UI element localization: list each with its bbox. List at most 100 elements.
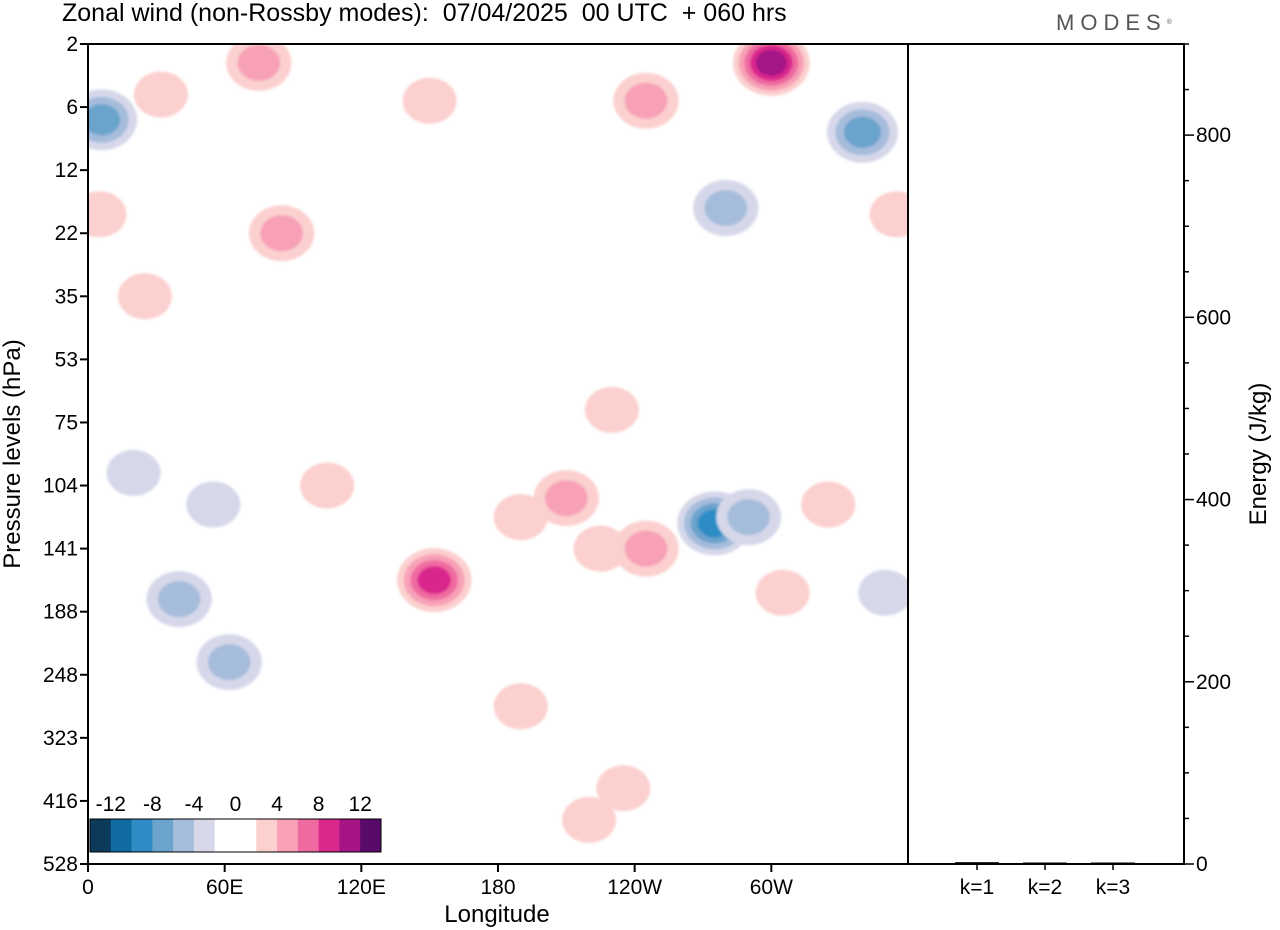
anomaly-17 [493, 494, 548, 541]
anomaly-29 [596, 765, 651, 812]
anomaly-13 [106, 449, 161, 496]
colorbar-swatch [152, 819, 174, 852]
energy-axes: 0 200 400 600 800 Energy (J/kg) [1184, 43, 1272, 876]
anomaly-contour [493, 683, 548, 730]
energy-category-label: k=3 [1096, 876, 1130, 899]
y-tick-label: 6 [66, 96, 78, 119]
anomaly-contour [843, 116, 881, 148]
anomaly-19 [573, 525, 628, 572]
colorbar-swatch [235, 819, 257, 852]
anomaly-contour [88, 191, 127, 238]
energy-tick-label: 200 [1196, 671, 1231, 694]
anomaly-contour [157, 581, 201, 618]
x-tick-label: 60W [750, 876, 793, 899]
energy-bar-k=3 [1091, 862, 1135, 864]
y-axis-title: Pressure levels (hPa) [0, 339, 26, 568]
anomaly-11 [117, 273, 172, 320]
energy-bar-k=2 [1023, 862, 1067, 864]
anomaly-15 [300, 462, 355, 509]
x-tick-label: 60E [206, 876, 243, 899]
y-tick-label: 75 [55, 411, 78, 434]
y-tick-label: 248 [43, 664, 78, 687]
colorbar-label: 4 [271, 793, 283, 816]
anomaly-contour [727, 499, 770, 536]
modes-logo: MODES® [1056, 10, 1172, 36]
anomaly-contour [260, 215, 303, 252]
anomaly-contour [755, 49, 787, 76]
energy-category-label: k=2 [1028, 876, 1062, 899]
energy-axis-title: Energy (J/kg) [1245, 383, 1272, 526]
anomaly-contour [207, 644, 251, 681]
anomaly-27 [858, 569, 908, 616]
anomaly-10 [693, 180, 759, 236]
anomaly-5 [733, 44, 810, 96]
x-tick-label: 0 [82, 876, 94, 899]
colorbar-label: -8 [143, 793, 162, 816]
x-tick-label: 180 [480, 876, 515, 899]
y-tick-label: 188 [43, 601, 78, 624]
anomaly-contour [493, 494, 548, 541]
y-tick-label: 104 [43, 475, 78, 498]
y-tick-label: 2 [66, 33, 78, 56]
anomaly-contour [755, 569, 810, 616]
colorbar-label: 0 [230, 793, 242, 816]
anomaly-contour [858, 569, 908, 616]
colorbar-frame [89, 818, 382, 853]
anomaly-4 [613, 72, 679, 129]
anomaly-12 [584, 386, 639, 433]
y-tick-label: 53 [55, 348, 78, 371]
logo-registered-mark: ® [1166, 19, 1172, 26]
anomaly-22 [715, 489, 782, 546]
anomaly-9 [248, 205, 315, 262]
energy-bars: k=1 k=2 k=3 [955, 862, 1135, 899]
anomaly-0 [88, 89, 138, 151]
wind-field [88, 44, 908, 843]
anomaly-contour [106, 449, 161, 496]
x-tick-label: 120W [607, 876, 662, 899]
x-tick-label: 120E [337, 876, 386, 899]
y-tick-label: 141 [43, 538, 78, 561]
colorbar-swatch [256, 819, 278, 852]
colorbar-swatch [360, 819, 382, 852]
colorbar-swatch [297, 819, 319, 852]
energy-category-label: k=1 [960, 876, 994, 899]
anomaly-30 [562, 796, 617, 843]
colorbar: -12 -8 -4 0 4 8 12 [89, 793, 382, 853]
anomaly-contour [237, 44, 281, 81]
y-tick-label: 12 [55, 159, 78, 182]
energy-tick-label: 400 [1196, 489, 1231, 512]
colorbar-swatch [90, 819, 112, 852]
colorbar-swatch [214, 819, 236, 852]
anomaly-2 [226, 44, 292, 91]
anomaly-contour [704, 190, 748, 226]
anomaly-25 [196, 634, 262, 691]
anomaly-contour [624, 82, 668, 119]
x-axis-title: Longitude [444, 901, 549, 928]
colorbar-swatch [131, 819, 153, 852]
energy-tick-label: 0 [1196, 853, 1208, 876]
anomaly-contour [117, 273, 172, 320]
anomaly-contour [545, 480, 588, 517]
chart-title: Zonal wind (non-Rossby modes): 07/04/202… [62, 0, 787, 27]
y-tick-label: 22 [55, 222, 78, 245]
anomaly-1 [133, 71, 188, 118]
anomaly-contour [573, 525, 628, 572]
anomaly-contour [584, 386, 639, 433]
anomaly-16 [397, 548, 472, 613]
anomaly-contour [596, 765, 651, 812]
anomaly-23 [801, 481, 856, 528]
colorbar-label: 8 [313, 793, 325, 816]
anomaly-contour [417, 566, 452, 595]
anomaly-14 [186, 481, 241, 528]
anomaly-contour [869, 191, 908, 238]
anomaly-contour [133, 71, 188, 118]
anomaly-3 [402, 77, 457, 124]
colorbar-swatch [277, 819, 299, 852]
anomaly-18 [533, 470, 599, 527]
y-tick-label: 323 [43, 727, 78, 750]
heatmap-frame [87, 43, 909, 865]
y-tick-label: 528 [43, 853, 78, 876]
colorbar-swatch [173, 819, 195, 852]
anomaly-contour [88, 104, 121, 136]
